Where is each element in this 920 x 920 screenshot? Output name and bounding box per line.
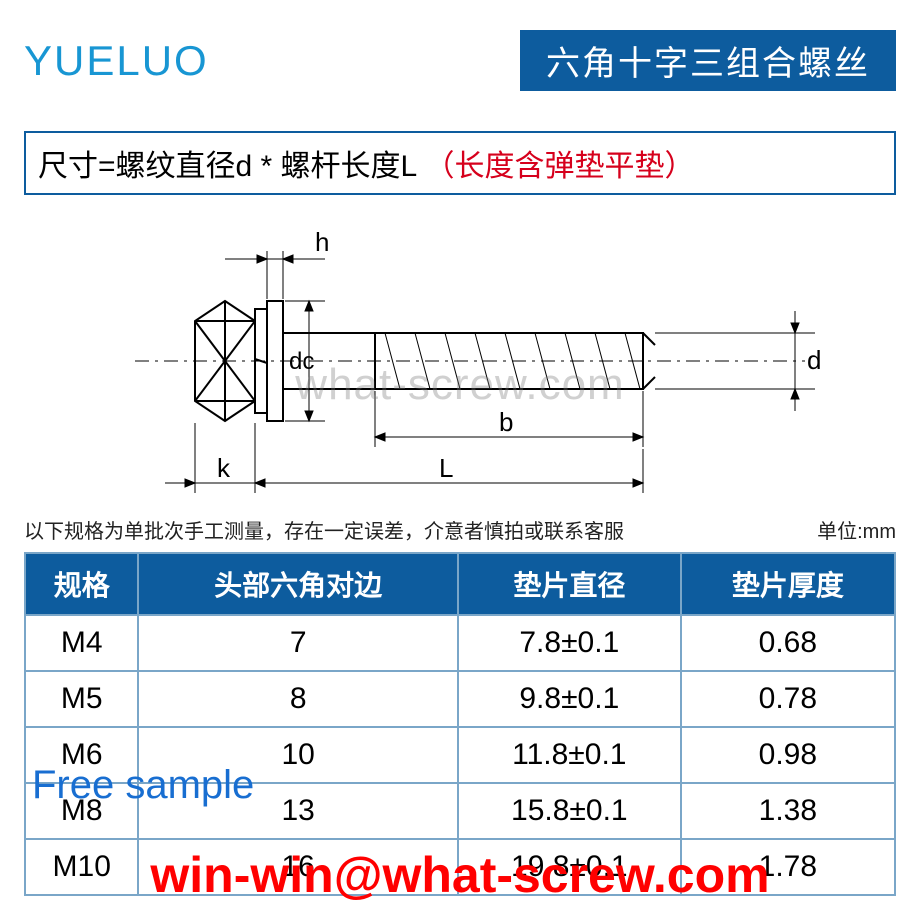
cell: 8 xyxy=(138,671,458,727)
free-sample-text: Free sample xyxy=(32,763,254,808)
dim-label-k: k xyxy=(217,453,231,483)
col-hex: 头部六角对边 xyxy=(138,553,458,615)
dimension-note: 尺寸=螺纹直径d * 螺杆长度L （长度含弹垫平垫） xyxy=(24,131,896,195)
dim-label-dc: dc xyxy=(289,348,314,375)
dim-label-h: h xyxy=(315,227,329,257)
dim-label-L: L xyxy=(439,453,453,483)
cell: 0.98 xyxy=(681,727,895,783)
note-right: 单位:mm xyxy=(817,515,896,544)
dim-label-b: b xyxy=(499,407,513,437)
screw-diagram: h dc d xyxy=(24,211,896,511)
cell: 11.8±0.1 xyxy=(458,727,681,783)
table-header-row: 规格 头部六角对边 垫片直径 垫片厚度 xyxy=(25,553,895,615)
col-spec: 规格 xyxy=(25,553,138,615)
cell: 0.78 xyxy=(681,671,895,727)
page-root: YUELUO 六角十字三组合螺丝 尺寸=螺纹直径d * 螺杆长度L （长度含弹垫… xyxy=(0,0,920,920)
cell: 9.8±0.1 xyxy=(458,671,681,727)
cell: 0.68 xyxy=(681,615,895,671)
cell: 7 xyxy=(138,615,458,671)
title-banner: 六角十字三组合螺丝 xyxy=(520,30,896,91)
cell: 7.8±0.1 xyxy=(458,615,681,671)
cell: M5 xyxy=(25,671,138,727)
header-row: YUELUO 六角十字三组合螺丝 xyxy=(24,30,896,91)
cell: M4 xyxy=(25,615,138,671)
cell: 15.8±0.1 xyxy=(458,783,681,839)
note-row: 以下规格为单批次手工测量，存在一定误差，介意者慎拍或联系客服 单位:mm xyxy=(24,515,896,544)
col-washer-t: 垫片厚度 xyxy=(681,553,895,615)
cell: 1.38 xyxy=(681,783,895,839)
table-row: M4 7 7.8±0.1 0.68 xyxy=(25,615,895,671)
dimension-text-red: （长度含弹垫平垫） xyxy=(424,150,694,183)
col-washer-d: 垫片直径 xyxy=(458,553,681,615)
dim-label-d: d xyxy=(807,345,821,375)
contact-email: win-win@what-screw.com xyxy=(0,846,920,904)
table-row: M5 8 9.8±0.1 0.78 xyxy=(25,671,895,727)
dimension-text: 尺寸=螺纹直径d * 螺杆长度L xyxy=(38,150,424,183)
note-left: 以下规格为单批次手工测量，存在一定误差，介意者慎拍或联系客服 xyxy=(24,515,624,544)
brand-logo: YUELUO xyxy=(24,37,209,85)
spec-table: 规格 头部六角对边 垫片直径 垫片厚度 M4 7 7.8±0.1 0.68 M5… xyxy=(24,552,896,896)
screw-svg: h dc d xyxy=(24,211,896,511)
